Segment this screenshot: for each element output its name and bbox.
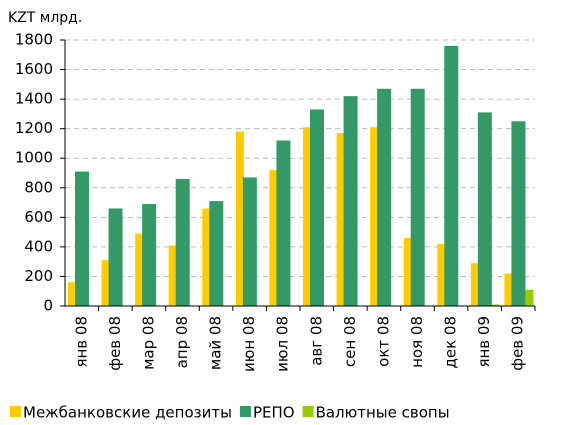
legend-label: Валютные свопы <box>316 404 450 422</box>
bar <box>470 263 479 306</box>
bar <box>491 304 500 306</box>
bar <box>142 204 157 306</box>
bar <box>303 127 311 306</box>
x-tick-label: ноя 08 <box>408 316 426 368</box>
bar <box>235 131 244 306</box>
bar <box>370 127 379 306</box>
x-tick-label: сен 08 <box>341 316 359 367</box>
legend-label: РЕПО <box>253 404 295 422</box>
legend-swatch <box>302 406 314 417</box>
y-tick-label: 1600 <box>15 60 53 78</box>
bar <box>68 282 76 306</box>
bar <box>242 177 257 306</box>
x-tick-label: июл 08 <box>274 316 292 372</box>
bar <box>135 233 144 306</box>
bar <box>202 208 211 306</box>
x-tick-label: мар 08 <box>139 316 157 370</box>
x-tick-label: авг 08 <box>307 316 325 366</box>
bar <box>525 289 534 306</box>
bar <box>75 171 89 306</box>
bar <box>209 201 224 306</box>
y-tick-label: 1400 <box>15 90 53 108</box>
bar <box>101 260 110 306</box>
y-tick-label: 1200 <box>15 119 53 137</box>
bar <box>336 133 345 306</box>
legend-swatch <box>239 406 251 417</box>
bar <box>477 112 492 307</box>
bar <box>108 208 123 306</box>
bar <box>511 121 526 307</box>
x-tick-label: июн 08 <box>240 316 258 372</box>
bar <box>410 88 425 307</box>
x-tick-label: май 08 <box>207 316 225 370</box>
bar <box>269 170 278 306</box>
x-tick-label: дек 08 <box>442 316 460 369</box>
y-tick-label: 1800 <box>15 31 53 49</box>
y-tick-label: 400 <box>24 237 53 255</box>
legend-swatch <box>10 406 21 417</box>
y-tick-label: 1000 <box>15 149 53 167</box>
bar <box>377 88 392 307</box>
y-tick-label: 0 <box>43 297 53 315</box>
bar <box>504 273 513 306</box>
bar <box>310 109 324 306</box>
y-tick-label: 800 <box>24 178 53 196</box>
x-tick-label: фев 08 <box>106 316 124 371</box>
y-tick-label: 200 <box>24 267 53 285</box>
y-tick-label: 600 <box>24 208 53 226</box>
x-tick-label: янв 08 <box>72 316 90 368</box>
bar <box>175 178 190 306</box>
bar <box>403 238 412 306</box>
y-axis-label: KZT млрд. <box>8 10 82 26</box>
bar <box>276 140 291 306</box>
x-tick-label: окт 08 <box>374 316 392 367</box>
bar <box>168 245 177 306</box>
x-tick-label: фев 09 <box>509 316 527 371</box>
x-tick-label: апр 08 <box>173 316 191 368</box>
legend-label: Межбанковские депозиты <box>23 404 232 422</box>
bar <box>444 45 459 307</box>
bar <box>437 243 446 306</box>
x-tick-label: янв 09 <box>475 316 493 368</box>
bar <box>343 96 358 307</box>
